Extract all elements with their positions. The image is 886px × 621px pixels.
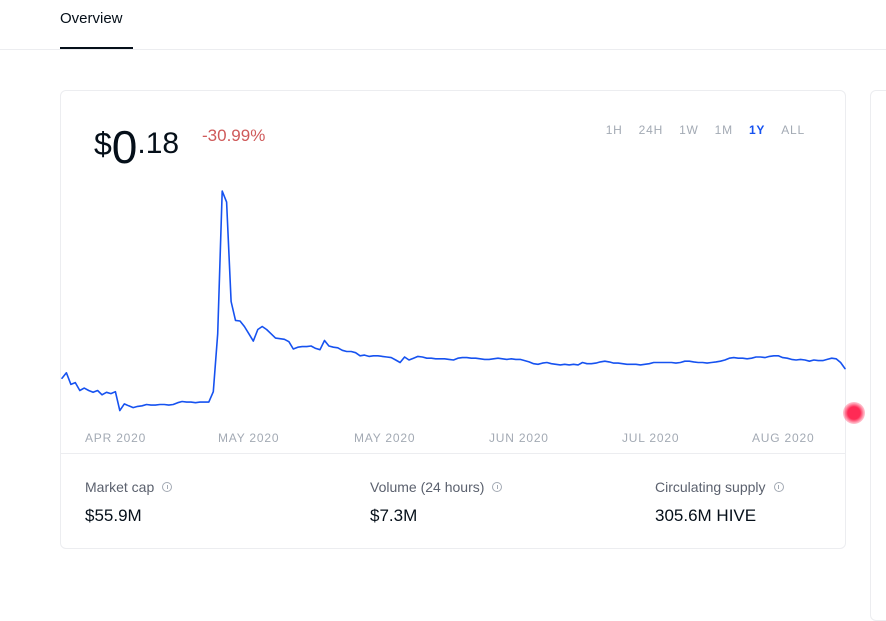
stat-market-cap-label: Market cap [85,479,155,495]
stat-supply-label: Circulating supply [655,479,766,495]
tab-overview-label: Overview [60,10,123,27]
tab-overview[interactable]: Overview [60,0,133,50]
price-line [61,190,846,412]
stat-market-cap: Market cap $55.9M [85,479,173,526]
stat-volume-label-row: Volume (24 hours) [370,479,503,495]
info-icon[interactable] [492,482,503,492]
range-1y[interactable]: 1Y [748,123,766,137]
stat-circulating-supply: Circulating supply 305.6M HIVE [655,479,784,526]
stat-volume-value: $7.3M [370,506,418,525]
price-chart-card: $ 0 .18 -30.99% 1H 24H 1W 1M 1Y ALL APR … [60,90,846,549]
active-tab-underline [60,47,133,49]
x-tick-label: MAY 2020 [354,431,416,445]
info-icon[interactable] [162,482,173,492]
range-24h[interactable]: 24H [638,123,664,137]
price-chart[interactable]: APR 2020 MAY 2020 MAY 2020 JUN 2020 JUL … [61,91,847,451]
x-tick-label: JUL 2020 [622,431,680,445]
stat-market-cap-value: $55.9M [85,506,142,525]
stat-volume: Volume (24 hours) $7.3M [370,479,503,526]
stat-supply-label-row: Circulating supply [655,479,784,495]
x-tick-label: MAY 2020 [218,431,280,445]
x-tick-label: AUG 2020 [752,431,815,445]
range-all[interactable]: ALL [781,123,805,137]
stat-market-cap-label-row: Market cap [85,479,173,495]
current-price: $ 0 .18 [94,123,179,171]
x-tick-label: JUN 2020 [489,431,549,445]
stats-divider [61,453,845,454]
top-navigation: Overview [0,0,886,50]
info-icon[interactable] [773,482,784,492]
stat-supply-value: 305.6M HIVE [655,506,757,525]
time-range-selector: 1H 24H 1W 1M 1Y ALL [590,123,805,137]
range-1m[interactable]: 1M [714,123,733,137]
x-tick-label: APR 2020 [85,431,147,445]
price-currency: $ [94,126,112,162]
cursor-indicator [843,402,865,424]
price-integer: 0 [111,121,138,173]
range-1h[interactable]: 1H [605,123,623,137]
range-1w[interactable]: 1W [679,123,699,137]
stat-volume-label: Volume (24 hours) [370,479,485,495]
price-decimal: .18 [137,127,180,160]
side-panel [870,90,886,621]
price-change: -30.99% [202,126,266,145]
price-chart-svg [61,190,846,412]
